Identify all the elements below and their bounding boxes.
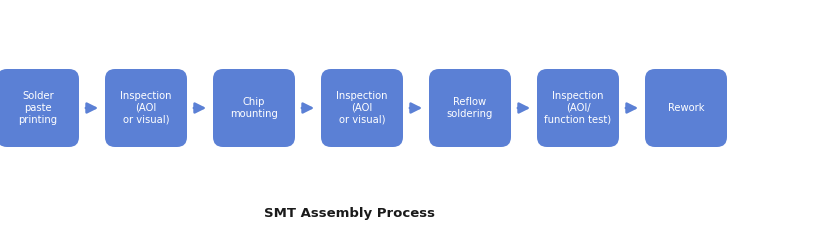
FancyBboxPatch shape bbox=[645, 69, 727, 147]
Text: Rework: Rework bbox=[667, 103, 705, 113]
FancyBboxPatch shape bbox=[321, 69, 403, 147]
Text: Inspection
(AOI/
function test): Inspection (AOI/ function test) bbox=[544, 91, 611, 125]
Text: Solder
paste
printing: Solder paste printing bbox=[18, 91, 58, 125]
Text: Inspection
(AOI
or visual): Inspection (AOI or visual) bbox=[337, 91, 388, 125]
Text: Inspection
(AOI
or visual): Inspection (AOI or visual) bbox=[120, 91, 172, 125]
FancyBboxPatch shape bbox=[537, 69, 619, 147]
Text: SMT Assembly Process: SMT Assembly Process bbox=[265, 207, 436, 220]
FancyBboxPatch shape bbox=[429, 69, 511, 147]
Text: Chip
mounting: Chip mounting bbox=[230, 97, 278, 119]
Text: Reflow
soldering: Reflow soldering bbox=[447, 97, 493, 119]
FancyBboxPatch shape bbox=[105, 69, 187, 147]
FancyBboxPatch shape bbox=[213, 69, 295, 147]
FancyBboxPatch shape bbox=[0, 69, 79, 147]
